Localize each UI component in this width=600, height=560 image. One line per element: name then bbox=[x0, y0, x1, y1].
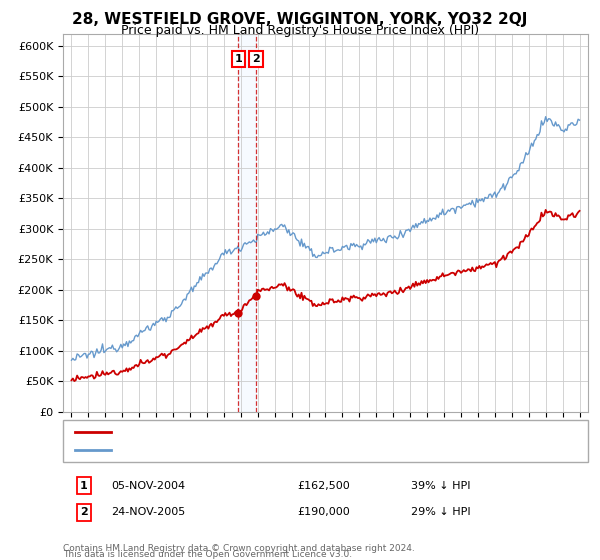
Text: 05-NOV-2004: 05-NOV-2004 bbox=[111, 480, 185, 491]
Text: 28, WESTFIELD GROVE, WIGGINTON, YORK, YO32 2QJ (detached house): 28, WESTFIELD GROVE, WIGGINTON, YORK, YO… bbox=[120, 427, 492, 437]
Text: £190,000: £190,000 bbox=[297, 507, 350, 517]
Text: 24-NOV-2005: 24-NOV-2005 bbox=[111, 507, 185, 517]
Text: HPI: Average price, detached house, York: HPI: Average price, detached house, York bbox=[120, 445, 335, 455]
Text: 2: 2 bbox=[252, 54, 260, 64]
Text: 28, WESTFIELD GROVE, WIGGINTON, YORK, YO32 2QJ: 28, WESTFIELD GROVE, WIGGINTON, YORK, YO… bbox=[73, 12, 527, 27]
Text: £162,500: £162,500 bbox=[297, 480, 350, 491]
Text: 2: 2 bbox=[80, 507, 88, 517]
Text: 39% ↓ HPI: 39% ↓ HPI bbox=[411, 480, 470, 491]
Text: 29% ↓ HPI: 29% ↓ HPI bbox=[411, 507, 470, 517]
Bar bbox=[238, 34, 256, 412]
Text: 1: 1 bbox=[80, 480, 88, 491]
Text: This data is licensed under the Open Government Licence v3.0.: This data is licensed under the Open Gov… bbox=[63, 550, 352, 559]
Text: Price paid vs. HM Land Registry's House Price Index (HPI): Price paid vs. HM Land Registry's House … bbox=[121, 24, 479, 37]
Text: Contains HM Land Registry data © Crown copyright and database right 2024.: Contains HM Land Registry data © Crown c… bbox=[63, 544, 415, 553]
Text: 1: 1 bbox=[235, 54, 242, 64]
